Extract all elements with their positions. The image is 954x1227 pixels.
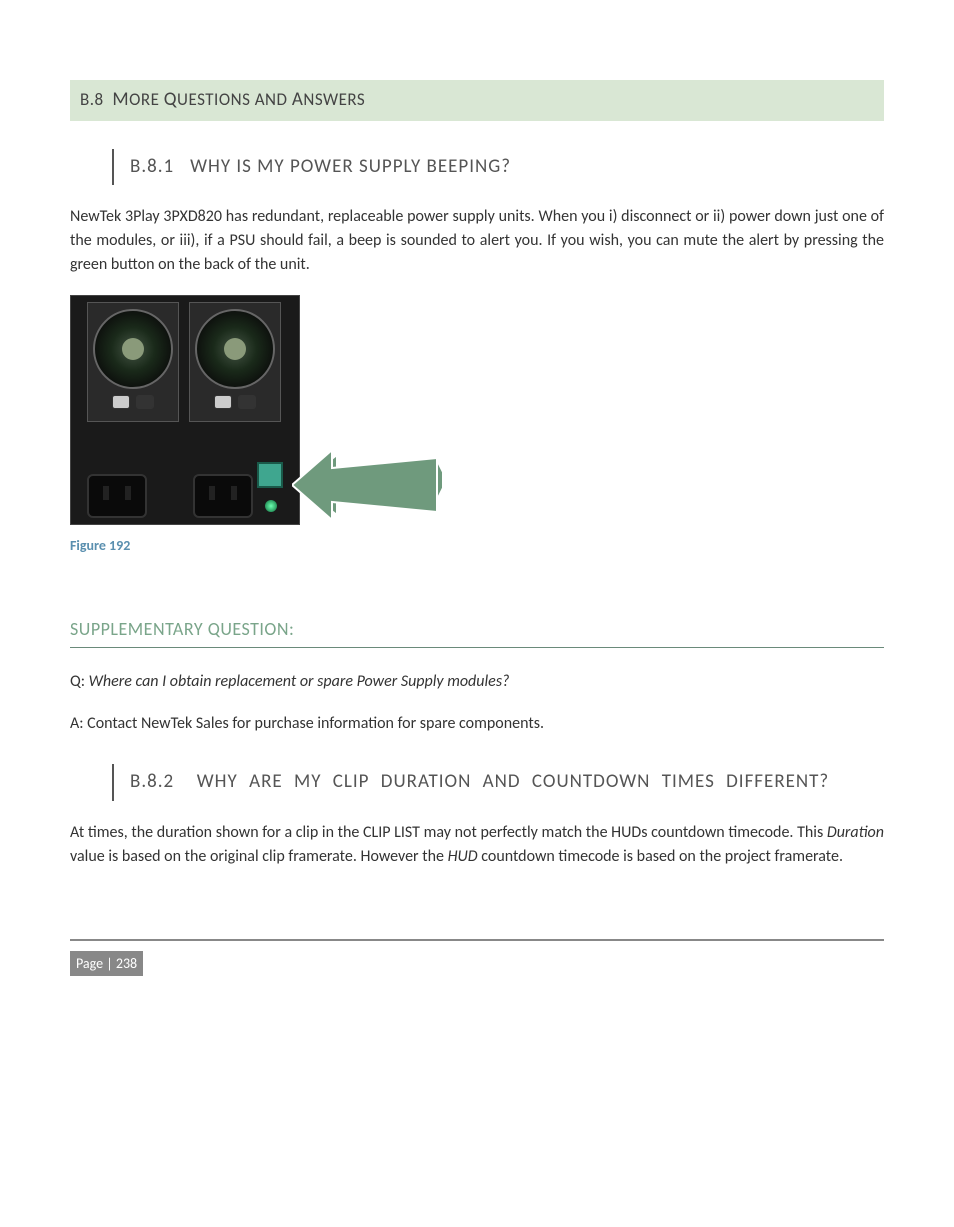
subsection-number: B.8.1 bbox=[130, 155, 174, 178]
fan-icon bbox=[195, 309, 275, 389]
psu-module-left bbox=[87, 302, 179, 422]
section-heading-bar: B.8 MORE QUESTIONS AND ANSWERS bbox=[70, 80, 884, 121]
section-number: B.8 bbox=[80, 89, 104, 110]
switch bbox=[238, 395, 256, 409]
switch bbox=[136, 395, 154, 409]
para2-run-c: countdown timecode is based on the proje… bbox=[478, 847, 843, 866]
pointer-arrow-icon bbox=[292, 450, 442, 528]
section-word2-rest: UESTIONS AND bbox=[177, 89, 287, 110]
section-word1-rest: ORE bbox=[129, 89, 159, 110]
psu-chassis bbox=[70, 295, 300, 525]
section-word2-cap: Q bbox=[164, 88, 177, 111]
para2-run-b: value is based on the original clip fram… bbox=[70, 847, 448, 866]
section-word1-cap: M bbox=[112, 88, 129, 111]
figure-caption: Figure 192 bbox=[70, 535, 884, 556]
mute-button bbox=[257, 462, 283, 488]
switch bbox=[112, 395, 130, 409]
switch-row-left bbox=[88, 395, 178, 417]
subsection-title: WHY IS MY POWER SUPPLY BEEPING? bbox=[190, 155, 511, 178]
switch bbox=[214, 395, 232, 409]
figure-192 bbox=[70, 295, 440, 525]
section-heading-text: B.8 MORE QUESTIONS AND ANSWERS bbox=[80, 89, 365, 110]
power-socket-row bbox=[87, 474, 253, 518]
fan-icon bbox=[93, 309, 173, 389]
switch-row-right bbox=[190, 395, 280, 417]
page-footer: Page | 238 bbox=[70, 939, 884, 976]
power-socket bbox=[87, 474, 147, 518]
subsection-number: B.8.2 bbox=[130, 770, 174, 793]
paragraph-1: NewTek 3Play 3PXD820 has redundant, repl… bbox=[70, 205, 884, 277]
subsection-heading-text: B.8.2 WHY ARE MY CLIP DURATION AND COUNT… bbox=[130, 770, 829, 793]
question-line: Q: Where can I obtain replacement or spa… bbox=[70, 670, 884, 694]
subsection-title: WHY ARE MY CLIP DURATION AND COUNTDOWN T… bbox=[197, 770, 829, 793]
q-text: Where can I obtain replacement or spare … bbox=[89, 672, 510, 691]
page-number: Page | 238 bbox=[70, 951, 143, 976]
para2-italic-1: Duration bbox=[827, 823, 884, 842]
q-prefix: Q: bbox=[70, 672, 89, 691]
psu-module-right bbox=[189, 302, 281, 422]
footer-divider bbox=[70, 939, 884, 941]
section-word3-rest: NSWERS bbox=[303, 89, 365, 110]
subsection-heading-b82: B.8.2 WHY ARE MY CLIP DURATION AND COUNT… bbox=[112, 764, 884, 801]
status-led bbox=[265, 500, 277, 512]
para2-italic-2: HUD bbox=[448, 847, 478, 866]
subsection-heading-b81: B.8.1 WHY IS MY POWER SUPPLY BEEPING? bbox=[112, 149, 884, 186]
subsection-heading-text: B.8.1 WHY IS MY POWER SUPPLY BEEPING? bbox=[130, 155, 511, 178]
supplementary-heading: SUPPLEMENTARY QUESTION: bbox=[70, 616, 884, 648]
paragraph-2: At times, the duration shown for a clip … bbox=[70, 821, 884, 869]
power-socket bbox=[193, 474, 253, 518]
para2-run-a: At times, the duration shown for a clip … bbox=[70, 823, 827, 842]
answer-line: A: Contact NewTek Sales for purchase inf… bbox=[70, 712, 884, 736]
section-word3-cap: A bbox=[292, 88, 304, 111]
